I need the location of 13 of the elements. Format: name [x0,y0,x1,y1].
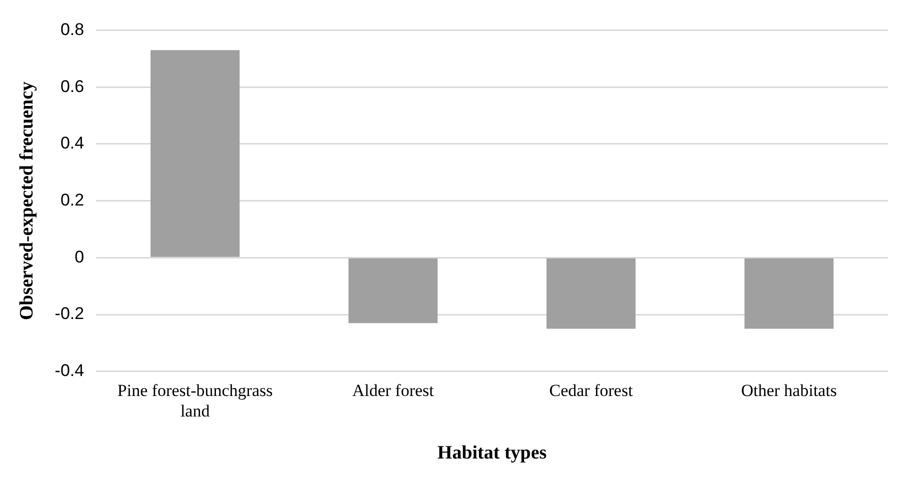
y-tick-label: -0.2 [54,304,84,324]
y-tick-label: 0.4 [60,134,84,153]
x-tick-label: Alder forest [352,381,434,400]
y-tick-label: 0.6 [60,76,84,96]
y-tick-label: 0.8 [60,20,84,39]
x-tick-label: Pine forest-bunchgrass land [117,381,273,420]
x-tick-label: Cedar forest [549,381,634,400]
y-tick-label: 0.2 [60,190,84,210]
x-axis-title: Habitat types [437,442,547,464]
y-tick-label: -0.4 [54,361,84,380]
y-tick-label: 0 [74,247,84,266]
y-axis-title: Observed-expected frecuency [16,80,38,320]
x-tick-label: Other habitats [741,381,837,400]
